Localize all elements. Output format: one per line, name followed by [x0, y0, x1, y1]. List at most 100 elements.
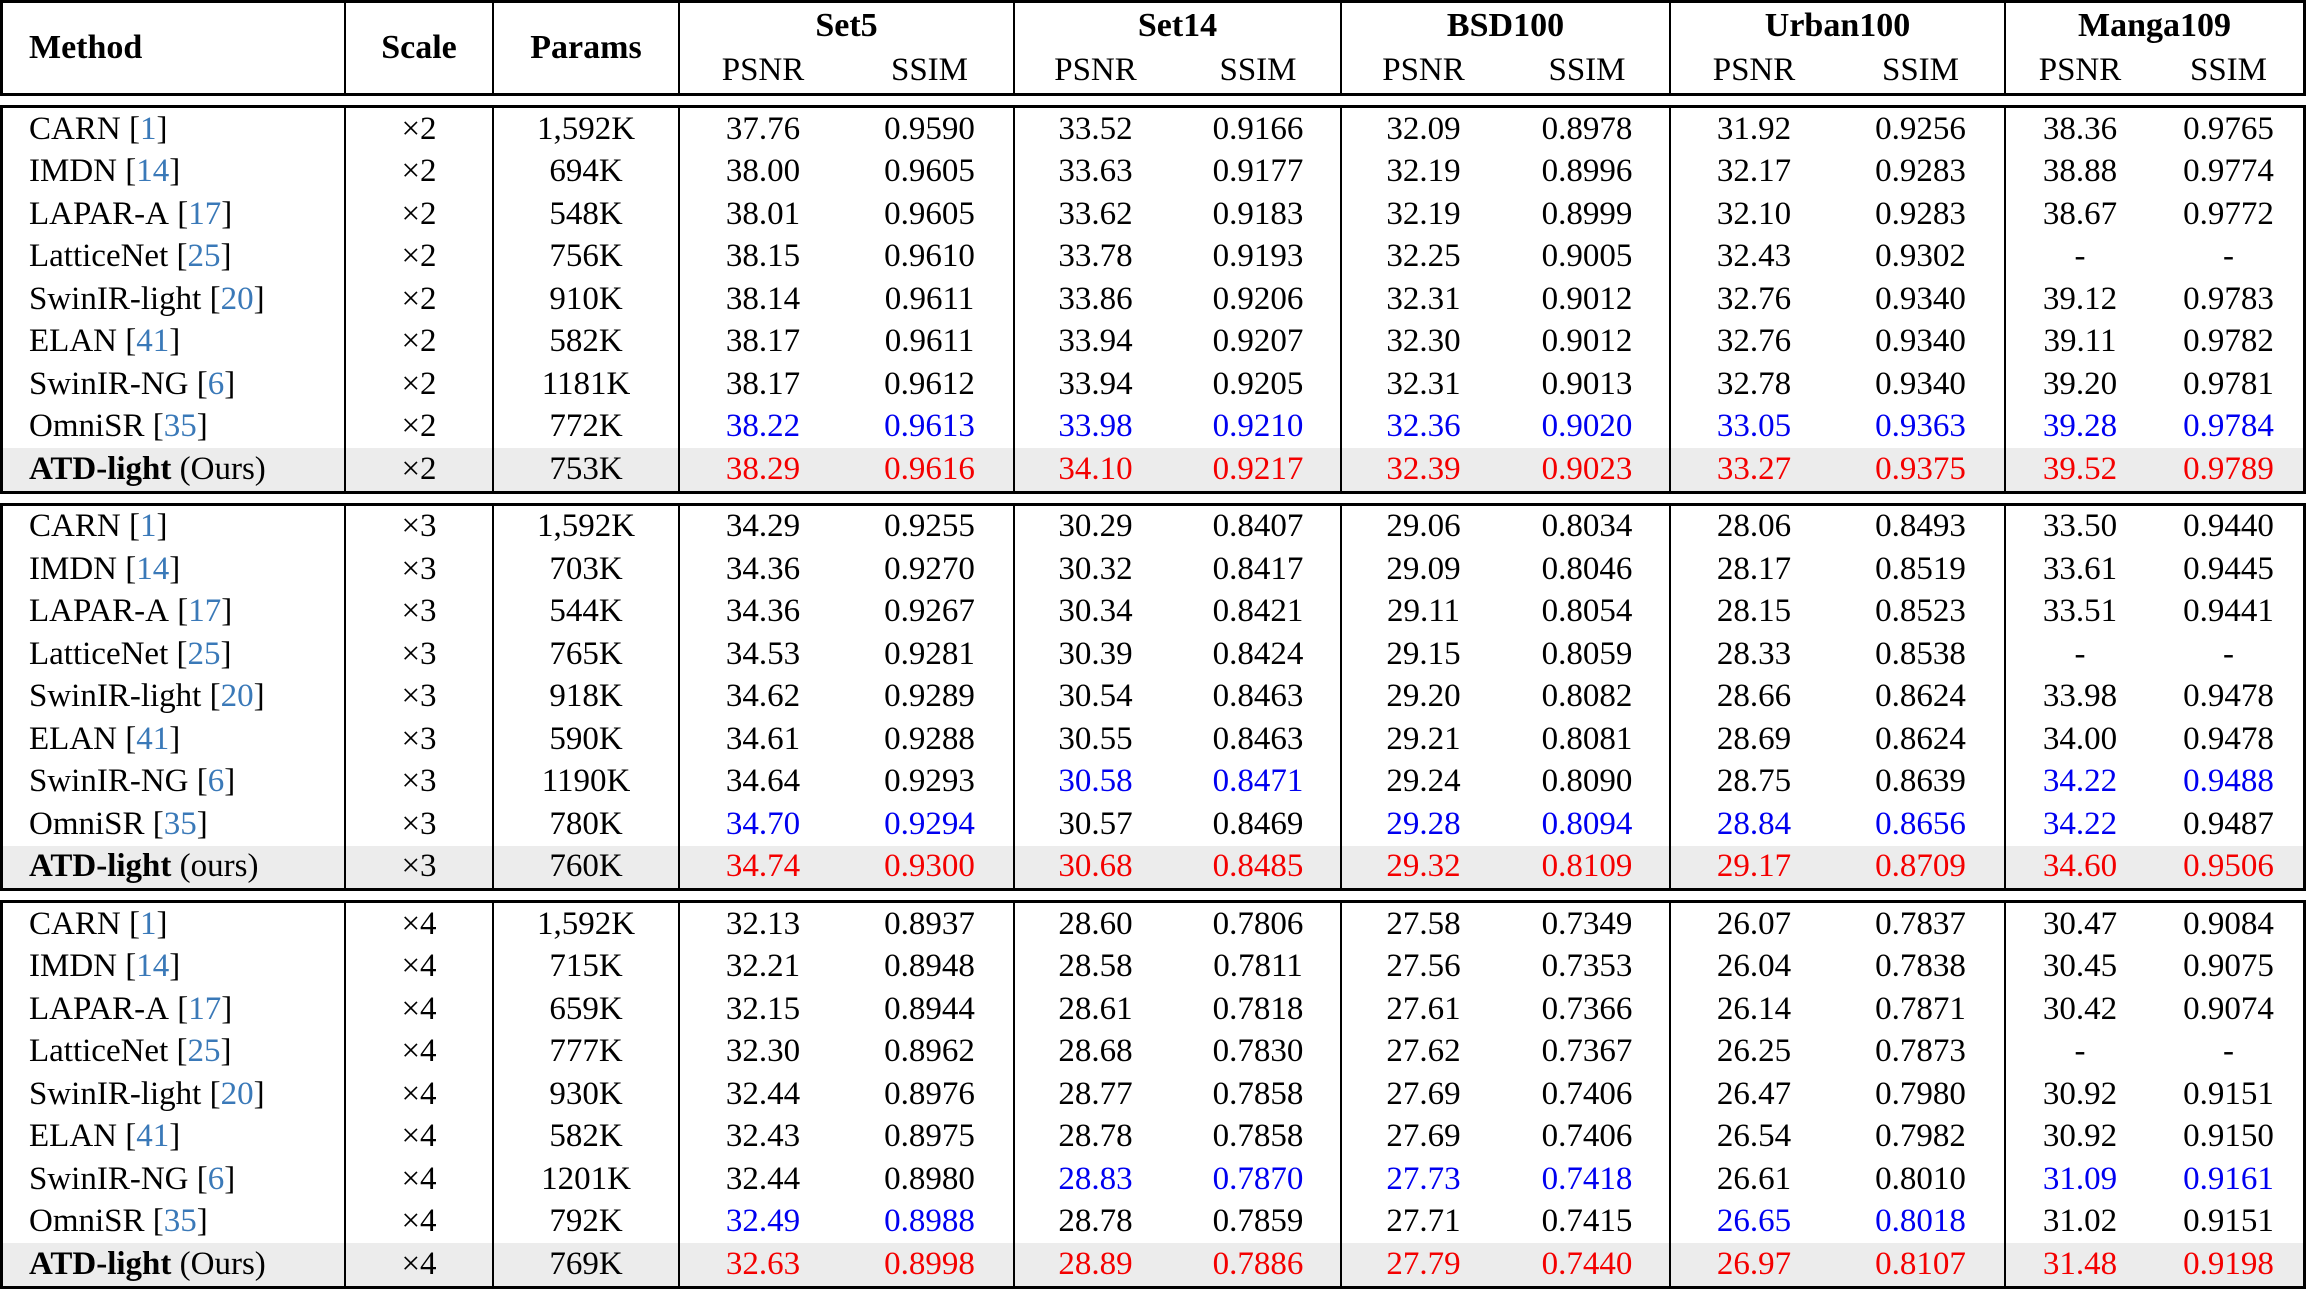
citation-link[interactable]: 1 — [139, 110, 157, 147]
citation-link[interactable]: 1 — [139, 905, 157, 942]
scale-cell: ×2 — [344, 448, 492, 491]
table-row: LatticeNet [25] ×3 765K 34.53 0.9281 30.39 0.8… — [3, 633, 2303, 676]
citation-link[interactable]: 25 — [187, 238, 221, 275]
citation-link[interactable]: 41 — [136, 323, 170, 360]
ssim-cell-manga109: 0.9198 — [2183, 1245, 2274, 1282]
ssim-cell-set5: 0.9605 — [884, 153, 975, 190]
table-row: OmniSR [35] ×2 772K 38.22 0.9613 33.98 0.9210 3… — [3, 405, 2303, 448]
psnr-cell-manga109: 30.47 — [2004, 903, 2154, 946]
psnr-cell-set14: 33.52 — [1013, 108, 1176, 151]
ssim-cell-urban100: 0.9340 — [1875, 365, 1966, 402]
ssim-cell-set14: 0.8407 — [1212, 508, 1304, 545]
ssim-cell-bsd100: 0.8996 — [1541, 153, 1633, 190]
psnr-cell-bsd100: 29.21 — [1340, 718, 1505, 761]
ssim-cell-urban100: 0.8010 — [1875, 1160, 1966, 1197]
params-cell: 769K — [492, 1243, 678, 1286]
method-cell: LatticeNet [25] — [29, 635, 232, 672]
psnr-cell-manga109: 39.20 — [2004, 363, 2154, 406]
method-name: OmniSR — [29, 805, 145, 842]
psnr-cell-urban100: 28.15 — [1669, 590, 1837, 633]
params-cell: 659K — [492, 988, 678, 1031]
psnr-cell-bsd100: 29.06 — [1340, 505, 1505, 548]
ssim-cell-set5: 0.8976 — [884, 1075, 975, 1112]
psnr-header: PSNR — [678, 48, 846, 93]
table-row: SwinIR-light [20] ×4 930K 32.44 0.8976 28.77 0… — [3, 1073, 2303, 1116]
ssim-cell-set5: 0.8962 — [884, 1033, 975, 1070]
psnr-cell-set14: 28.61 — [1013, 988, 1176, 1031]
ssim-cell-set14: 0.7859 — [1212, 1203, 1304, 1240]
citation-link[interactable]: 25 — [187, 1033, 221, 1070]
ssim-cell-set5: 0.9270 — [884, 550, 975, 587]
ssim-cell-set5: 0.9288 — [884, 720, 975, 757]
ssim-cell-manga109: 0.9506 — [2183, 848, 2274, 885]
citation-link[interactable]: 14 — [136, 153, 170, 190]
psnr-cell-bsd100: 32.30 — [1340, 320, 1505, 363]
scale-cell: ×4 — [344, 988, 492, 1031]
citation-link[interactable]: 20 — [220, 1075, 254, 1112]
params-cell: 582K — [492, 320, 678, 363]
ssim-cell-urban100: 0.7980 — [1875, 1075, 1966, 1112]
citation-link[interactable]: 17 — [188, 593, 222, 630]
psnr-cell-manga109: 33.61 — [2004, 548, 2154, 591]
citation-link[interactable]: 1 — [139, 508, 157, 545]
ssim-cell-manga109: 0.9781 — [2183, 365, 2274, 402]
psnr-header: PSNR — [1340, 48, 1505, 93]
citation-link[interactable]: 25 — [187, 635, 221, 672]
psnr-cell-set5: 34.36 — [678, 548, 846, 591]
psnr-cell-manga109: - — [2004, 1030, 2154, 1073]
ssim-cell-manga109: 0.9772 — [2183, 195, 2274, 232]
params-cell: 590K — [492, 718, 678, 761]
citation-link[interactable]: 20 — [220, 280, 254, 317]
citation-link[interactable]: 17 — [188, 195, 222, 232]
method-cell: SwinIR-NG [6] — [29, 763, 236, 800]
psnr-cell-manga109: 30.42 — [2004, 988, 2154, 1031]
ssim-cell-set5: 0.8948 — [884, 948, 975, 985]
psnr-cell-set5: 32.30 — [678, 1030, 846, 1073]
method-name: SwinIR-light — [29, 1075, 202, 1112]
method-cell: SwinIR-light [20] — [29, 678, 265, 715]
citation-link[interactable]: 41 — [136, 720, 170, 757]
method-cell: ELAN [41] — [29, 720, 181, 757]
ssim-cell-set5: 0.9590 — [884, 110, 975, 147]
citation-link[interactable]: 6 — [207, 365, 225, 402]
ssim-cell-manga109: 0.9774 — [2183, 153, 2274, 190]
citation-link[interactable]: 20 — [220, 678, 254, 715]
citation-link[interactable]: 6 — [207, 1160, 225, 1197]
ssim-cell-set14: 0.9210 — [1212, 408, 1304, 445]
psnr-cell-manga109: 30.45 — [2004, 945, 2154, 988]
ssim-cell-set14: 0.8421 — [1212, 593, 1304, 630]
method-name: OmniSR — [29, 1203, 145, 1240]
ssim-cell-set14: 0.7886 — [1212, 1245, 1304, 1282]
psnr-cell-urban100: 29.17 — [1669, 845, 1837, 888]
psnr-cell-manga109: 34.22 — [2004, 803, 2154, 846]
psnr-cell-set5: 32.63 — [678, 1243, 846, 1286]
citation-link[interactable]: 35 — [163, 1203, 197, 1240]
citation-link[interactable]: 41 — [136, 1118, 170, 1155]
ssim-cell-manga109: 0.9488 — [2183, 763, 2274, 800]
psnr-cell-manga109: 38.88 — [2004, 150, 2154, 193]
psnr-cell-bsd100: 32.31 — [1340, 278, 1505, 321]
ssim-cell-urban100: 0.9256 — [1875, 110, 1966, 147]
ssim-cell-set14: 0.9207 — [1212, 323, 1304, 360]
psnr-cell-bsd100: 27.61 — [1340, 988, 1505, 1031]
psnr-cell-manga109: 38.36 — [2004, 108, 2154, 151]
method-cell: IMDN [14] — [29, 948, 181, 985]
citation-link[interactable]: 17 — [188, 990, 222, 1027]
citation-link[interactable]: 14 — [136, 550, 170, 587]
ssim-cell-bsd100: 0.8999 — [1541, 195, 1633, 232]
method-cell: CARN [1] — [29, 508, 168, 545]
params-cell: 760K — [492, 845, 678, 888]
citation-link[interactable]: 6 — [207, 763, 225, 800]
psnr-cell-bsd100: 27.62 — [1340, 1030, 1505, 1073]
citation-link[interactable]: 14 — [136, 948, 170, 985]
ssim-cell-bsd100: 0.9020 — [1541, 408, 1633, 445]
method-name: OmniSR — [29, 408, 145, 445]
ssim-cell-bsd100: 0.9023 — [1541, 450, 1633, 487]
citation-link[interactable]: 35 — [163, 408, 197, 445]
scale-cell: ×4 — [344, 1073, 492, 1116]
ssim-cell-set14: 0.7870 — [1212, 1160, 1304, 1197]
method-cell: LAPAR-A [17] — [29, 990, 233, 1027]
psnr-cell-set14: 30.68 — [1013, 845, 1176, 888]
citation-link[interactable]: 35 — [163, 805, 197, 842]
ssim-cell-set14: 0.8485 — [1212, 848, 1304, 885]
